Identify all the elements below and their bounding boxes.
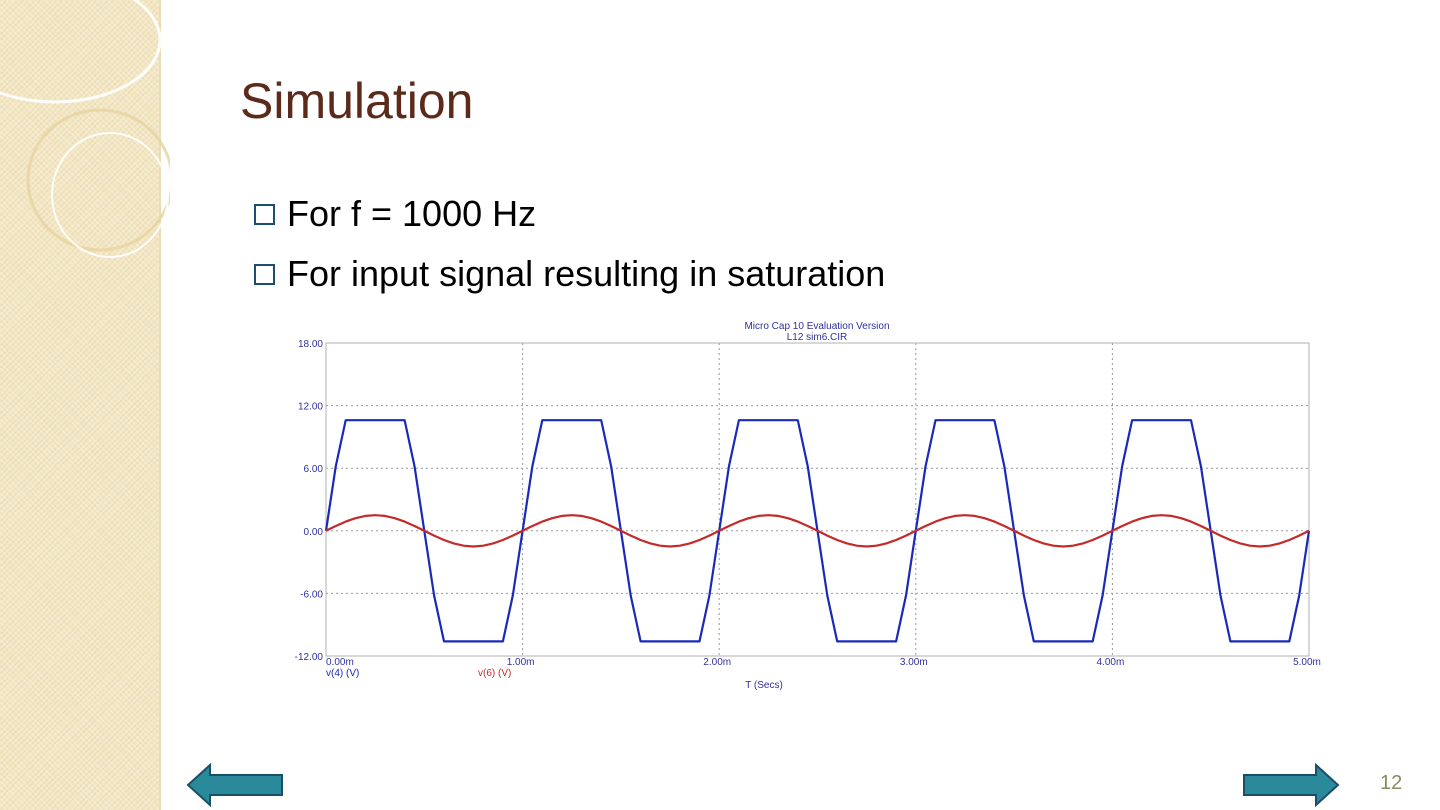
x-tick-label: 4.00m [1097, 657, 1125, 668]
y-tick-label: 6.00 [304, 464, 324, 475]
y-tick-label: -6.00 [300, 589, 323, 600]
x-axis-label: T (Secs) [745, 680, 783, 691]
y-tick-label: 12.00 [298, 402, 323, 413]
x-tick-label: 5.00m [1293, 657, 1321, 668]
bullet-text: For f = 1000 Hz [287, 193, 537, 234]
slide-title: Simulation [240, 73, 474, 129]
chart-subtitle: L12 sim6.CIR [787, 332, 848, 343]
chart-series-group [324, 419, 1311, 643]
y-tick-label: 18.00 [298, 339, 323, 350]
bullet-item-saturation: For input signal resulting in saturation [254, 253, 885, 295]
x-tick-label: 2.00m [703, 657, 731, 668]
simulation-chart: 0.00m 1.00m 2.00m 3.00m 4.00m 5.00m -12.00 -6.0… [295, 321, 1321, 691]
checkbox-bullet-icon [254, 263, 275, 285]
checkbox-bullet-icon [254, 203, 275, 225]
bullet-item-frequency: For f = 1000 Hz [254, 193, 536, 235]
x-tick-label: 3.00m [900, 657, 928, 668]
y-tick-label: -12.00 [295, 652, 324, 663]
right-arrow-icon [1243, 762, 1340, 808]
side-band-edge [159, 0, 161, 810]
page-number: 12 [1380, 772, 1403, 794]
decorative-side-band [0, 0, 159, 810]
next-slide-button[interactable] [1240, 762, 1340, 808]
legend-series-v4: v(4) (V) [326, 668, 359, 679]
chart-grid: 0.00m 1.00m 2.00m 3.00m 4.00m 5.00m -12.00 -6.0… [295, 339, 1321, 668]
legend-series-v6: v(6) (V) [478, 668, 511, 679]
x-tick-label: 0.00m [326, 657, 354, 668]
plot-frame [325, 342, 1310, 657]
series-line-v6 [325, 514, 1310, 548]
y-tick-label: 0.00 [304, 527, 324, 538]
chart-title: Micro Cap 10 Evaluation Version [744, 321, 889, 332]
decorative-rings [0, 0, 170, 258]
x-tick-label: 1.00m [507, 657, 535, 668]
previous-slide-button[interactable] [186, 762, 286, 808]
left-arrow-icon [186, 762, 283, 808]
bullet-text: For input signal resulting in saturation [287, 253, 886, 294]
chart-text-group: Micro Cap 10 Evaluation Version L12 sim6… [326, 321, 890, 691]
